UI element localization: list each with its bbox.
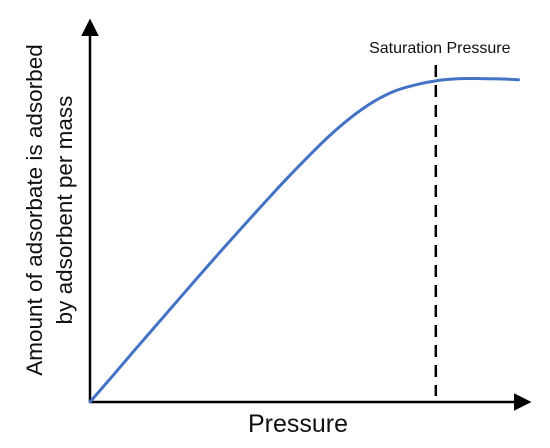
series-line-0 xyxy=(88,76,520,404)
y-axis-label-line2: by adsorbent per mass xyxy=(52,96,77,325)
saturation-pressure-label: Saturation Pressure xyxy=(369,40,511,57)
x-axis-label: Pressure xyxy=(248,410,348,438)
y-axis-label-line1: Amount of adsorbate is adsorbed xyxy=(22,44,47,375)
